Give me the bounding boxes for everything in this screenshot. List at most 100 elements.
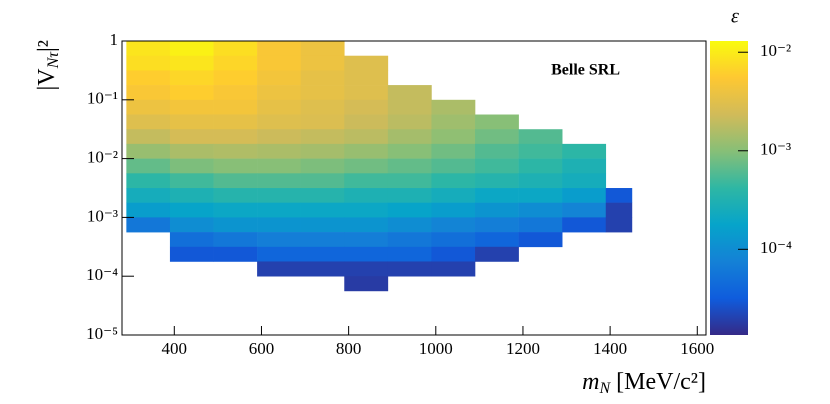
colorbar-tick-label: 10⁻⁴ bbox=[760, 238, 792, 257]
cell bbox=[431, 129, 476, 145]
cell bbox=[300, 143, 345, 159]
cell bbox=[387, 217, 432, 233]
colorbar-tick-label: 10⁻³ bbox=[760, 140, 791, 159]
cell bbox=[387, 261, 432, 277]
cell bbox=[300, 217, 345, 233]
cell bbox=[213, 129, 258, 145]
cell bbox=[300, 41, 345, 57]
cell bbox=[169, 70, 214, 86]
cell bbox=[344, 173, 389, 189]
cell bbox=[257, 202, 301, 218]
cell bbox=[257, 70, 301, 86]
cell bbox=[126, 99, 171, 115]
y-tick-label: 10⁻⁵ bbox=[86, 324, 118, 343]
cell bbox=[257, 114, 301, 130]
cell bbox=[518, 217, 563, 233]
cell bbox=[257, 173, 301, 189]
y-tick-label: 10⁻⁴ bbox=[86, 265, 118, 284]
cell bbox=[344, 55, 389, 71]
cell bbox=[126, 188, 171, 203]
cell bbox=[126, 85, 171, 101]
x-label-tail: [MeV/c²] bbox=[610, 369, 706, 395]
cell bbox=[213, 188, 258, 203]
cell bbox=[126, 202, 171, 218]
cell bbox=[300, 70, 345, 86]
cell bbox=[344, 188, 389, 203]
cell bbox=[387, 85, 432, 101]
cell bbox=[518, 143, 563, 159]
cell bbox=[431, 158, 476, 174]
cell bbox=[344, 129, 389, 145]
cell bbox=[387, 158, 432, 174]
cell bbox=[257, 143, 301, 159]
cell bbox=[431, 114, 476, 130]
cell bbox=[431, 261, 476, 277]
cell bbox=[387, 173, 432, 189]
cell bbox=[169, 143, 214, 159]
cell bbox=[213, 55, 258, 71]
cell bbox=[475, 129, 519, 145]
cell bbox=[169, 114, 214, 130]
cell bbox=[213, 158, 258, 174]
cell bbox=[431, 188, 476, 203]
cell bbox=[257, 129, 301, 145]
cell bbox=[431, 232, 476, 248]
cell bbox=[169, 99, 214, 115]
cell bbox=[300, 261, 345, 277]
cell bbox=[605, 217, 633, 233]
cell bbox=[605, 202, 633, 218]
cell bbox=[344, 85, 389, 101]
cell bbox=[257, 217, 301, 233]
cell bbox=[431, 217, 476, 233]
cell bbox=[431, 202, 476, 218]
cell bbox=[475, 143, 519, 159]
cell bbox=[475, 202, 519, 218]
x-label-main: m bbox=[582, 369, 599, 395]
cell bbox=[344, 114, 389, 130]
cell bbox=[126, 217, 171, 233]
cell bbox=[213, 41, 258, 57]
cell bbox=[126, 143, 171, 159]
cell bbox=[475, 173, 519, 189]
cell bbox=[257, 246, 301, 262]
cell bbox=[387, 232, 432, 248]
plot-frame bbox=[121, 40, 707, 336]
x-tick-label: 1600 bbox=[680, 339, 714, 358]
cell bbox=[562, 202, 607, 218]
y-tick-label: 1 bbox=[110, 30, 119, 49]
cell bbox=[213, 173, 258, 189]
cell bbox=[169, 202, 214, 218]
x-axis-label: mN [MeV/c²] bbox=[582, 369, 706, 397]
cell bbox=[344, 232, 389, 248]
cell bbox=[475, 217, 519, 233]
cell bbox=[169, 41, 214, 57]
cell bbox=[344, 202, 389, 218]
cell bbox=[257, 85, 301, 101]
cell bbox=[344, 99, 389, 115]
cell bbox=[300, 129, 345, 145]
y-label-sub: Nτ bbox=[45, 51, 62, 70]
cell bbox=[518, 173, 563, 189]
cell bbox=[213, 202, 258, 218]
cell bbox=[126, 173, 171, 189]
cell bbox=[300, 85, 345, 101]
x-tick-label: 1200 bbox=[506, 339, 540, 358]
cell bbox=[126, 114, 171, 130]
cell bbox=[169, 188, 214, 203]
y-axis-label: |VNτ|² bbox=[34, 40, 62, 91]
cell bbox=[126, 158, 171, 174]
x-tick-label: 800 bbox=[336, 339, 362, 358]
cell bbox=[475, 114, 519, 130]
cell bbox=[387, 129, 432, 145]
cell bbox=[518, 188, 563, 203]
cell bbox=[169, 55, 214, 71]
cell bbox=[169, 85, 214, 101]
y-tick-label: 10⁻¹ bbox=[87, 89, 118, 108]
cell bbox=[387, 143, 432, 159]
cell bbox=[126, 41, 171, 57]
cell bbox=[169, 173, 214, 189]
cell bbox=[169, 246, 214, 262]
y-tick-label: 10⁻³ bbox=[87, 206, 118, 225]
cell bbox=[126, 129, 171, 145]
